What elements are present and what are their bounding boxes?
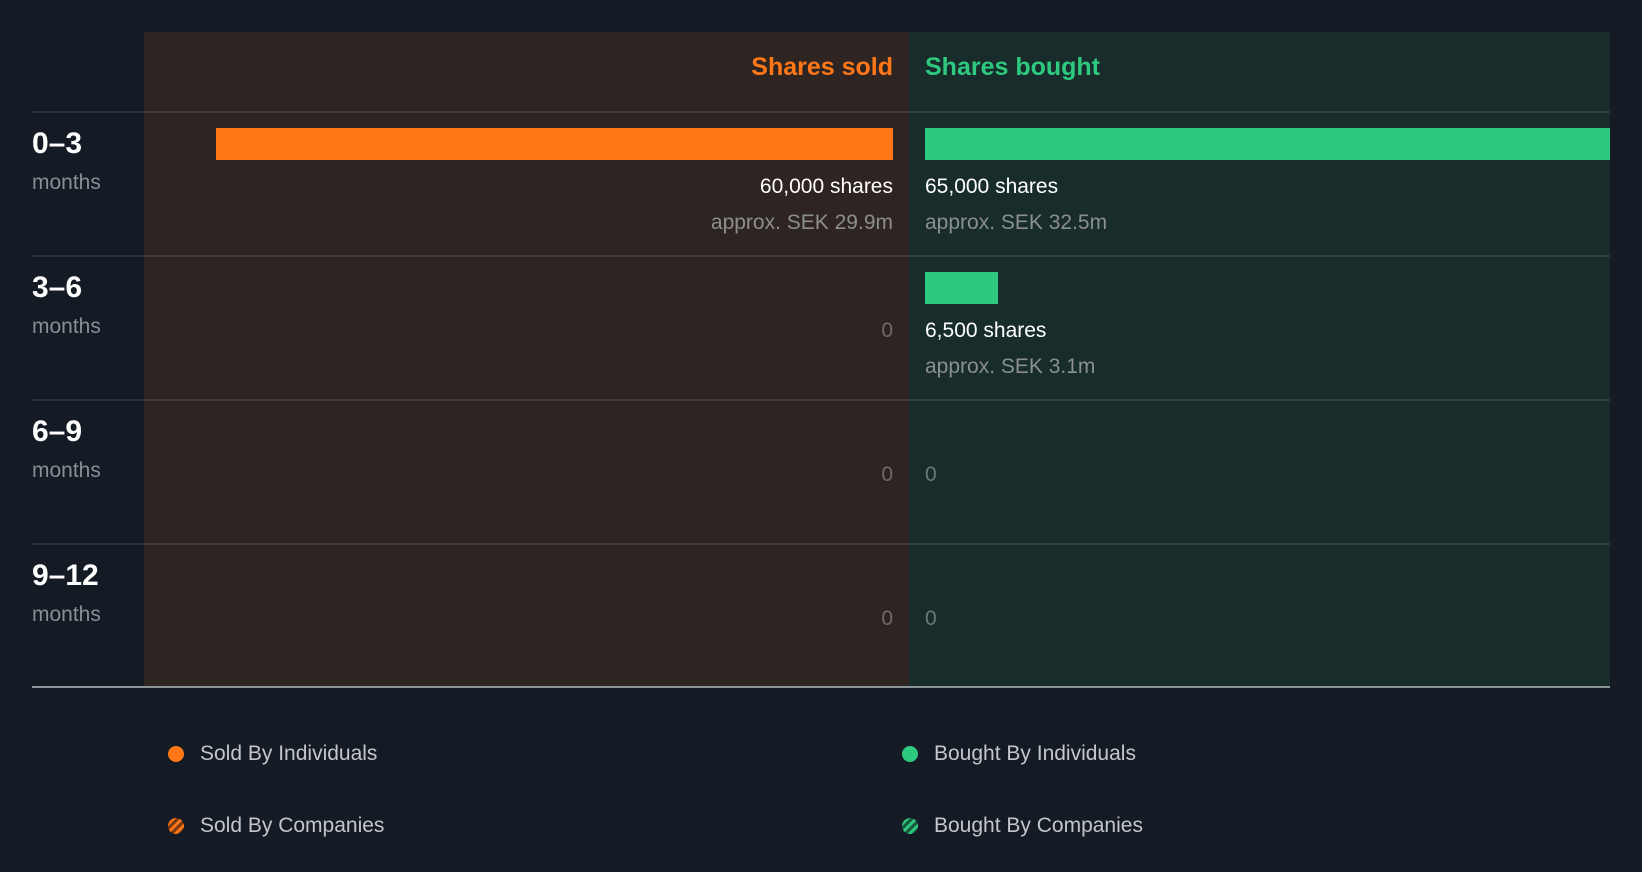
period-row-6-9: 6–9 months 0 0 [0, 400, 1642, 544]
green-striped-dot-icon [902, 818, 918, 834]
sold-shares-value: 60,000 shares [759, 175, 893, 198]
bought-approx-value: approx. SEK 3.1m [925, 355, 1096, 378]
legend-sold-companies[interactable]: Sold By Companies [168, 813, 384, 839]
period-row-9-12: 9–12 months 0 0 [0, 544, 1642, 688]
row-divider [32, 255, 1610, 257]
period-range: 9–12 [32, 559, 99, 592]
shares-bought-header: Shares bought [925, 53, 1101, 81]
period-unit: months [32, 459, 101, 482]
chart-baseline [32, 686, 1610, 688]
shares-sold-header: Shares sold [751, 53, 893, 81]
sold-zero-value: 0 [881, 319, 893, 342]
period-unit: months [32, 603, 101, 626]
bought-approx-value: approx. SEK 32.5m [925, 211, 1108, 234]
legend-label: Sold By Individuals [200, 742, 378, 765]
legend-bought-companies[interactable]: Bought By Companies [902, 813, 1143, 839]
bought-bar[interactable] [925, 128, 1610, 160]
period-row-0-3: 0–3 months 60,000 shares approx. SEK 29.… [0, 112, 1642, 256]
period-unit: months [32, 315, 101, 338]
bought-bar[interactable] [925, 272, 998, 304]
bought-zero-value: 0 [925, 607, 937, 630]
sold-zero-value: 0 [881, 463, 893, 486]
period-range: 0–3 [32, 127, 83, 160]
period-range: 3–6 [32, 271, 83, 304]
row-divider [32, 543, 1610, 545]
sold-approx-value: approx. SEK 29.9m [710, 211, 893, 234]
bought-shares-value: 6,500 shares [925, 319, 1047, 342]
period-unit: months [32, 171, 101, 194]
legend-label: Sold By Companies [200, 814, 385, 837]
period-range: 6–9 [32, 415, 83, 448]
legend-sold-individuals[interactable]: Sold By Individuals [168, 741, 377, 767]
orange-striped-dot-icon [168, 818, 184, 834]
period-row-3-6: 3–6 months 0 6,500 shares approx. SEK 3.… [0, 256, 1642, 400]
sold-bar[interactable] [216, 128, 893, 160]
bought-zero-value: 0 [925, 463, 937, 486]
sold-zero-value: 0 [881, 607, 893, 630]
legend-label: Bought By Individuals [934, 742, 1136, 765]
bought-shares-value: 65,000 shares [925, 175, 1059, 198]
green-dot-icon [902, 746, 918, 762]
row-divider [32, 111, 1610, 113]
row-divider [32, 399, 1610, 401]
legend-bought-individuals[interactable]: Bought By Individuals [902, 741, 1136, 767]
legend-label: Bought By Companies [934, 814, 1143, 837]
orange-dot-icon [168, 746, 184, 762]
